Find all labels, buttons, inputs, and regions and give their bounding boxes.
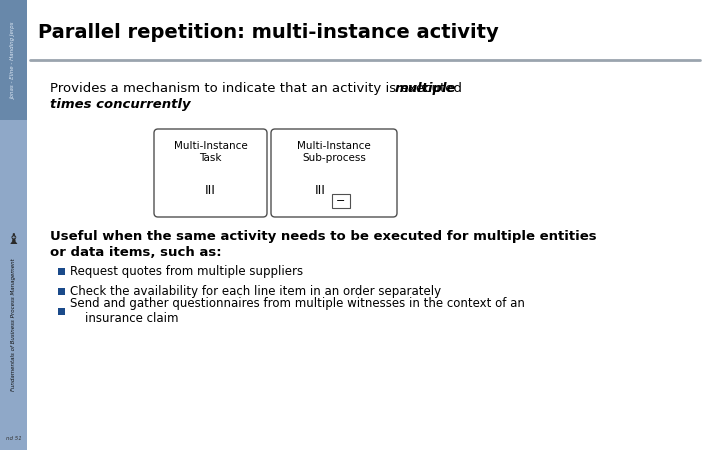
- Text: Multi-Instance
Sub-process: Multi-Instance Sub-process: [297, 141, 371, 163]
- Text: Multi-Instance
Task: Multi-Instance Task: [174, 141, 248, 163]
- Bar: [0, 120, 27, 450]
- Text: multiple: multiple: [394, 82, 456, 95]
- Bar: [58, 288, 65, 294]
- FancyBboxPatch shape: [154, 129, 267, 217]
- Text: Fundamentals of Business Process Management: Fundamentals of Business Process Managem…: [11, 259, 16, 392]
- Text: −: −: [336, 196, 346, 206]
- Text: Check the availability for each line item in an order separately: Check the availability for each line ite…: [70, 284, 441, 297]
- FancyBboxPatch shape: [271, 129, 397, 217]
- Text: times concurrently: times concurrently: [50, 98, 191, 111]
- Text: Provides a mechanism to indicate that an activity is executed: Provides a mechanism to indicate that an…: [50, 82, 467, 95]
- Text: Parallel repetition: multi-instance activity: Parallel repetition: multi-instance acti…: [38, 23, 499, 42]
- Text: Jonas - Eline - Handing Jerps: Jonas - Eline - Handing Jerps: [11, 21, 16, 99]
- Text: ♝: ♝: [6, 233, 20, 248]
- Text: III: III: [205, 184, 216, 197]
- Text: Request quotes from multiple suppliers: Request quotes from multiple suppliers: [70, 265, 303, 278]
- Bar: [58, 267, 65, 274]
- Bar: [58, 307, 65, 315]
- Bar: [332, 194, 350, 208]
- Text: Useful when the same activity needs to be executed for multiple entities
or data: Useful when the same activity needs to b…: [50, 230, 597, 260]
- Text: nd 51: nd 51: [6, 436, 22, 441]
- Text: III: III: [315, 184, 325, 197]
- Text: Send and gather questionnaires from multiple witnesses in the context of an
    : Send and gather questionnaires from mult…: [70, 297, 525, 325]
- Bar: [0, 0, 27, 120]
